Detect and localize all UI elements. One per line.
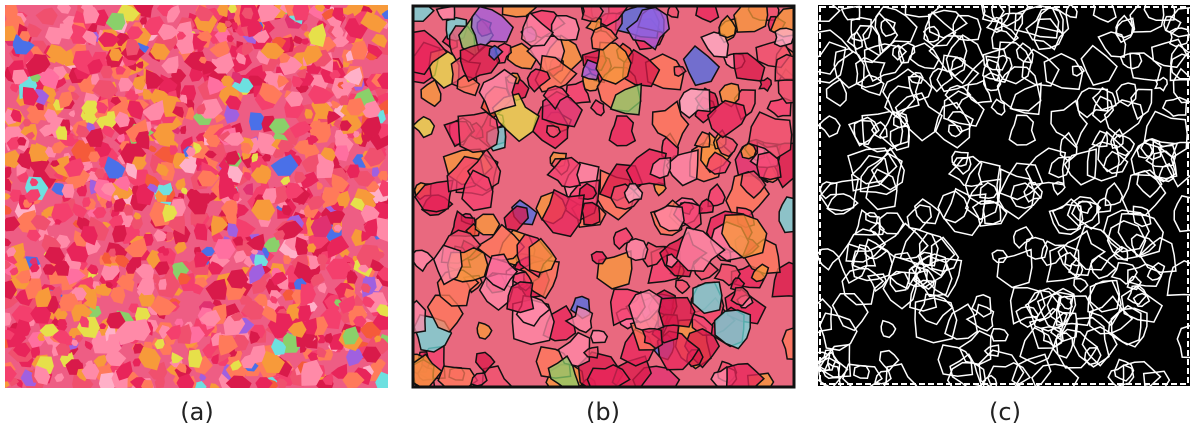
grain-region	[552, 16, 580, 41]
figure: (a) (b) (c)	[0, 0, 1194, 438]
grain-region	[587, 365, 629, 400]
grain-region	[591, 331, 608, 343]
grain	[0, 312, 11, 326]
panel-b-image	[394, 0, 816, 404]
grain	[292, 0, 309, 21]
grain	[108, 334, 119, 350]
grain	[4, 3, 18, 21]
grain-region	[458, 112, 498, 152]
panel-label: (c)	[989, 398, 1021, 426]
grain-region	[507, 282, 533, 313]
grain-region	[658, 298, 695, 327]
grain-region	[592, 252, 607, 264]
panel-a-image	[0, 0, 399, 398]
grain	[379, 179, 399, 196]
panel-c-image	[800, 0, 1194, 402]
panel-label: (a)	[180, 398, 213, 426]
grain-region	[775, 28, 794, 46]
panel-label: (b)	[586, 398, 620, 426]
grain-region	[782, 326, 812, 359]
grain-region	[582, 203, 599, 226]
grain-region	[475, 214, 499, 235]
grain-region	[775, 55, 804, 81]
